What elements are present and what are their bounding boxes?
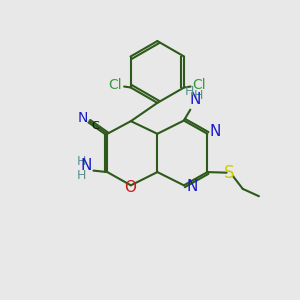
Text: H: H	[77, 155, 86, 168]
Text: N: N	[80, 158, 92, 173]
Text: N: N	[78, 111, 88, 125]
Text: N: N	[210, 124, 221, 139]
Text: H: H	[194, 89, 203, 102]
Text: S: S	[224, 164, 235, 182]
Text: C: C	[91, 122, 99, 131]
Text: H: H	[185, 85, 194, 98]
Text: H: H	[77, 169, 86, 182]
Text: Cl: Cl	[109, 78, 122, 92]
Text: N: N	[186, 179, 198, 194]
Text: Cl: Cl	[193, 78, 206, 92]
Text: N: N	[189, 92, 200, 107]
Text: O: O	[124, 180, 136, 195]
